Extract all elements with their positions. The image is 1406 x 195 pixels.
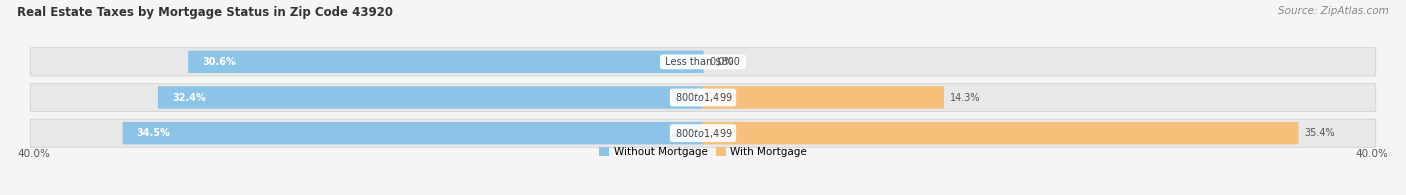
FancyBboxPatch shape <box>30 48 1376 76</box>
Text: 32.4%: 32.4% <box>172 92 205 103</box>
Text: Less than $800: Less than $800 <box>662 57 744 67</box>
Text: 40.0%: 40.0% <box>17 149 51 159</box>
FancyBboxPatch shape <box>30 83 1376 112</box>
Text: $800 to $1,499: $800 to $1,499 <box>672 127 734 140</box>
Text: Real Estate Taxes by Mortgage Status in Zip Code 43920: Real Estate Taxes by Mortgage Status in … <box>17 6 392 19</box>
Text: $800 to $1,499: $800 to $1,499 <box>672 91 734 104</box>
Text: Source: ZipAtlas.com: Source: ZipAtlas.com <box>1278 6 1389 16</box>
FancyBboxPatch shape <box>703 122 1299 144</box>
Text: 35.4%: 35.4% <box>1305 128 1336 138</box>
Text: 0.0%: 0.0% <box>710 57 734 67</box>
Text: 34.5%: 34.5% <box>136 128 170 138</box>
Legend: Without Mortgage, With Mortgage: Without Mortgage, With Mortgage <box>599 147 807 157</box>
Text: 14.3%: 14.3% <box>950 92 980 103</box>
FancyBboxPatch shape <box>188 51 703 73</box>
Text: 30.6%: 30.6% <box>202 57 236 67</box>
Text: 40.0%: 40.0% <box>1355 149 1389 159</box>
FancyBboxPatch shape <box>122 122 703 144</box>
FancyBboxPatch shape <box>703 86 943 109</box>
FancyBboxPatch shape <box>30 119 1376 147</box>
FancyBboxPatch shape <box>157 86 703 109</box>
